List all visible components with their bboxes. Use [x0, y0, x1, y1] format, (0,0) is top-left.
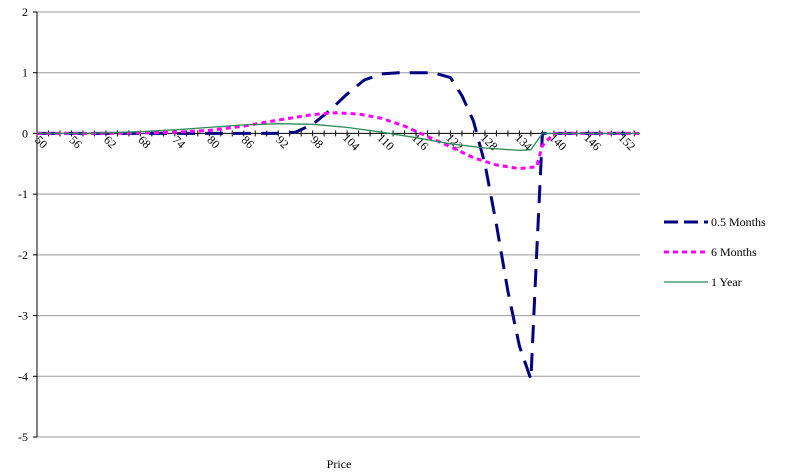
x-tick-label: 86: [239, 133, 257, 151]
legend-label: 6 Months: [711, 245, 757, 259]
y-tick-label: -1: [18, 187, 28, 201]
y-tick-label: 2: [22, 5, 28, 19]
x-axis-title: Price: [327, 457, 352, 471]
series-lines: [37, 73, 640, 380]
x-tick-label: 62: [101, 133, 119, 151]
legend-label: 0.5 Months: [711, 215, 766, 229]
x-tick-label: 74: [170, 133, 188, 151]
y-tick-label: 1: [22, 66, 28, 80]
x-tick-label: 80: [204, 133, 222, 151]
x-tick-label: 98: [308, 133, 326, 151]
legend: 0.5 Months 6 Months 1 Year: [664, 215, 766, 289]
x-tick-label: 50: [32, 133, 50, 151]
x-tick-label: 104: [340, 131, 363, 154]
series-line-1: [37, 73, 640, 380]
y-tick-label: -4: [18, 369, 28, 383]
x-tick-label: 56: [67, 133, 85, 151]
y-tick-label: -2: [18, 248, 28, 262]
y-tick-label: 0: [22, 126, 28, 140]
x-tick-label: 92: [273, 133, 291, 151]
axes: 210-1-2-3-4-550 56 62 68 74 80 86 92 98 104 110 116…: [18, 5, 640, 444]
gridlines: [37, 12, 640, 437]
y-tick-label: -5: [18, 430, 28, 444]
x-tick-label: 68: [135, 133, 153, 151]
legend-label: 1 Year: [711, 275, 742, 289]
y-tick-label: -3: [18, 309, 28, 323]
